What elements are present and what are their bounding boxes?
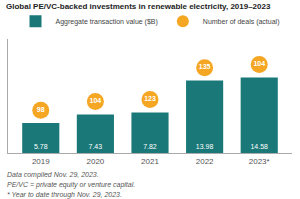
svg-text:104: 104 bbox=[90, 97, 102, 104]
svg-text:7.82: 7.82 bbox=[143, 143, 157, 150]
svg-text:Data compiled Nov. 29, 2023.: Data compiled Nov. 29, 2023. bbox=[7, 171, 99, 179]
svg-text:135: 135 bbox=[199, 63, 211, 70]
svg-text:Aggregate transaction value ($: Aggregate transaction value ($B) bbox=[56, 18, 158, 26]
svg-text:98: 98 bbox=[37, 106, 45, 113]
svg-text:5.78: 5.78 bbox=[34, 143, 48, 150]
svg-text:Number of deals (actual): Number of deals (actual) bbox=[203, 18, 280, 26]
svg-text:7.43: 7.43 bbox=[89, 143, 103, 150]
svg-text:2021: 2021 bbox=[141, 157, 159, 166]
svg-text:2019: 2019 bbox=[32, 157, 50, 166]
svg-text:2022: 2022 bbox=[196, 157, 214, 166]
svg-text:2020: 2020 bbox=[86, 157, 104, 166]
svg-text:104: 104 bbox=[253, 60, 265, 67]
svg-text:PE/VC = private equity or vent: PE/VC = private equity or venture capita… bbox=[7, 181, 135, 189]
svg-text:* Year to date through Nov. 29: * Year to date through Nov. 29, 2023. bbox=[7, 191, 122, 199]
svg-text:123: 123 bbox=[144, 95, 156, 102]
svg-text:14.58: 14.58 bbox=[250, 143, 268, 150]
svg-text:2023*: 2023* bbox=[249, 157, 270, 166]
svg-text:13.98: 13.98 bbox=[196, 143, 214, 150]
svg-text:Global PE/VC-backed investment: Global PE/VC-backed investments in renew… bbox=[6, 2, 271, 11]
